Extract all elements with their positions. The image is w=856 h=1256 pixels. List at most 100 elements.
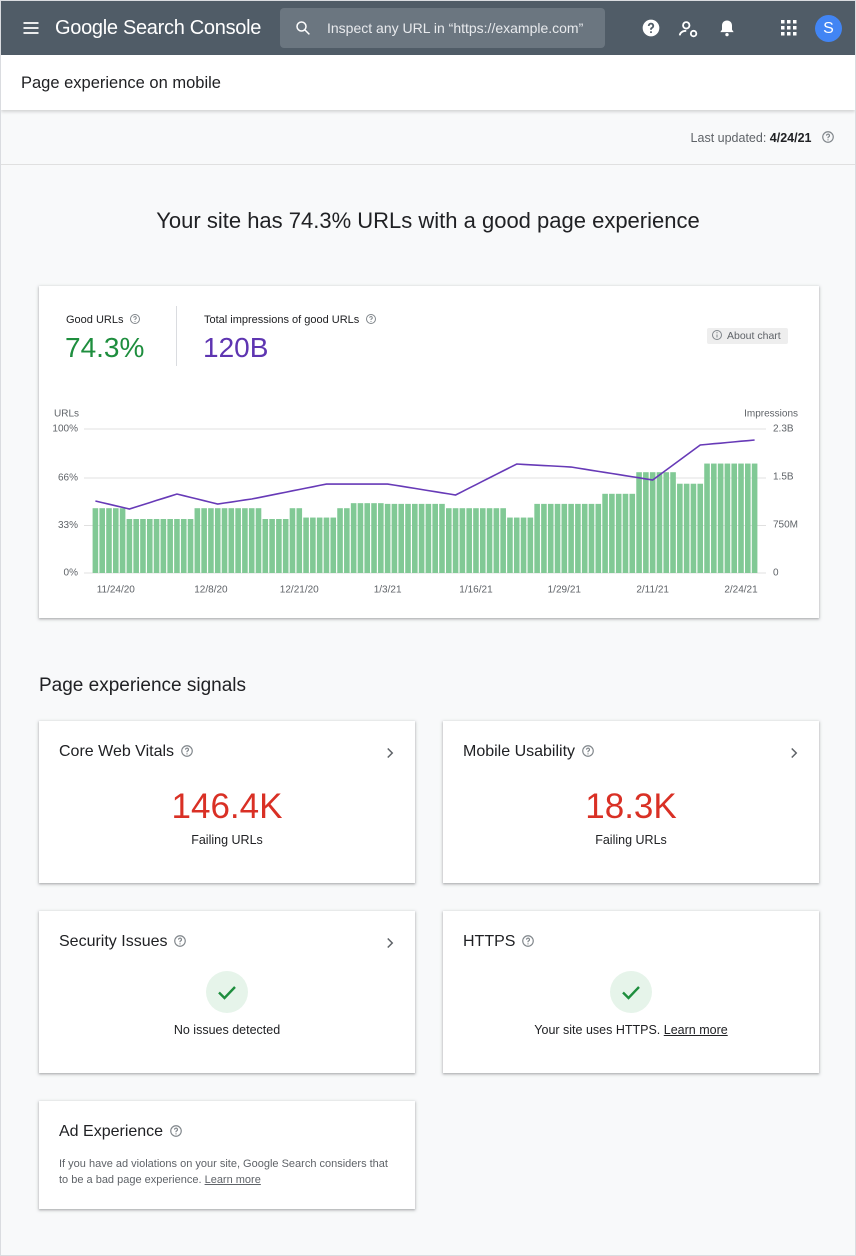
bar [670, 472, 676, 573]
menu-icon[interactable] [21, 18, 41, 38]
bar [609, 493, 615, 573]
learn-more-link[interactable]: Learn more [204, 1173, 261, 1186]
chevron[interactable] [785, 744, 803, 762]
avatar[interactable]: S [815, 15, 842, 42]
bar [214, 508, 221, 573]
bar [622, 493, 629, 573]
about-chart-chip[interactable]: About chart [707, 328, 788, 344]
bar [330, 517, 337, 573]
signal-card[interactable]: Mobile Usability 18.3K Failing URLs [443, 721, 819, 883]
help-icon[interactable] [821, 130, 835, 144]
help-icon[interactable] [365, 313, 377, 325]
bar [194, 508, 201, 573]
failing-count: 146.4K [171, 787, 283, 826]
bar [724, 463, 731, 573]
help-icon[interactable] [180, 744, 194, 758]
bar [643, 472, 649, 573]
metric-name: Good URLs [66, 314, 124, 326]
caption: Failing URLs [191, 833, 263, 847]
help-icon[interactable] [173, 934, 187, 948]
chevron[interactable] [381, 934, 399, 952]
caption-text: If you have ad violations on your site, … [59, 1158, 388, 1186]
bar [384, 503, 391, 573]
bar [412, 503, 418, 573]
bar [656, 472, 663, 573]
y-tick-label: 33% [58, 520, 78, 531]
bar [683, 483, 690, 573]
bar [140, 519, 146, 573]
help-icon[interactable] [521, 934, 535, 948]
signal-card[interactable]: Core Web Vitals 146.4K Failing URLs [39, 721, 415, 883]
bar [527, 517, 534, 573]
bar [473, 508, 479, 573]
caption: If you have ad violations on your site, … [59, 1157, 389, 1188]
card-title: Security Issues [59, 933, 187, 951]
help-button[interactable] [641, 18, 661, 38]
bar [554, 503, 561, 573]
bar [717, 463, 724, 573]
help-icon[interactable] [581, 744, 595, 758]
bar [445, 508, 452, 573]
x-tick-label: 1/3/21 [374, 585, 402, 596]
last-updated-date: 4/24/21 [769, 131, 812, 145]
bar [112, 508, 119, 573]
bar [751, 463, 758, 573]
notifications-icon[interactable] [717, 17, 737, 39]
bar [663, 472, 670, 573]
bar [289, 508, 296, 573]
bar [201, 508, 207, 573]
bar [520, 517, 527, 573]
bar [731, 463, 738, 573]
check-icon [206, 971, 248, 1013]
bar [126, 519, 133, 573]
section-title: Page experience signals [39, 675, 247, 696]
bar [242, 508, 248, 573]
bar [133, 519, 139, 573]
bar [602, 493, 608, 573]
metric-value: 74.3% [65, 332, 145, 363]
y2-tick-label: 750M [773, 520, 798, 531]
help-icon[interactable] [169, 1124, 183, 1138]
bar [187, 519, 194, 573]
bar [153, 519, 160, 573]
y2-tick-label: 1.5B [773, 472, 794, 483]
x-tick-label: 12/21/20 [280, 585, 319, 596]
chevron[interactable] [381, 744, 399, 762]
bar [425, 503, 432, 573]
metric-label: Total impressions of good URLs [204, 313, 377, 326]
search-box[interactable]: Inspect any URL in “https://example.com” [280, 8, 605, 48]
bar [255, 508, 262, 573]
search-icon [296, 21, 310, 35]
help-icon[interactable] [129, 313, 141, 325]
caption-text: Your site uses HTTPS. [534, 1023, 661, 1037]
bar [588, 503, 595, 573]
admin-icon[interactable] [678, 18, 700, 40]
bar [364, 503, 371, 573]
metric-value: 120B [203, 332, 269, 363]
card-title: Core Web Vitals [59, 743, 194, 761]
bar [310, 517, 316, 573]
signal-card: Ad Experience If you have ad violations … [39, 1101, 415, 1209]
learn-more-link[interactable]: Learn more [663, 1023, 728, 1037]
card-title-text: Core Web Vitals [59, 743, 175, 760]
bar [629, 493, 636, 573]
bar [405, 503, 411, 573]
caption: Your site uses HTTPS. Learn more [443, 1023, 819, 1037]
bar [391, 503, 398, 573]
bar [146, 519, 153, 573]
bar [378, 503, 384, 573]
signal-card[interactable]: Security Issues No issues detected [39, 911, 415, 1073]
bar [452, 508, 459, 573]
bar [704, 463, 710, 573]
bar [167, 519, 173, 573]
bar [323, 517, 330, 573]
apps-icon[interactable] [780, 19, 798, 37]
divider [1, 164, 855, 165]
card-title-text: Mobile Usability [463, 743, 576, 760]
card-title: Ad Experience [59, 1123, 183, 1141]
signal-card: HTTPS Your site uses HTTPS. Learn more [443, 911, 819, 1073]
bar [690, 483, 697, 573]
bar [344, 508, 350, 573]
bar [649, 472, 656, 573]
check-icon [610, 971, 652, 1013]
